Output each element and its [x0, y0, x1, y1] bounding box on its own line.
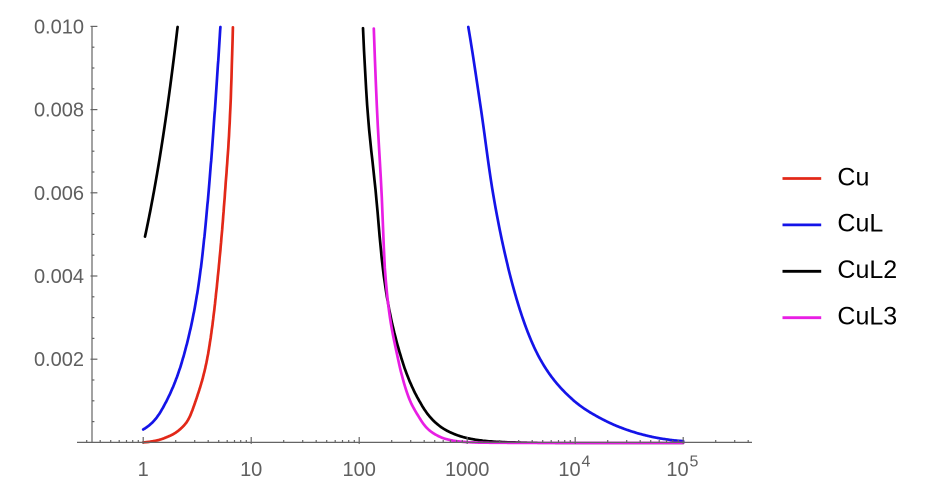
svg-text:0.002: 0.002	[34, 349, 84, 371]
svg-text:CuL: CuL	[837, 210, 883, 238]
svg-text:10: 10	[558, 459, 580, 481]
svg-text:0.008: 0.008	[34, 100, 84, 122]
svg-text:0.006: 0.006	[34, 183, 84, 205]
svg-text:1: 1	[138, 459, 149, 481]
svg-text:CuL3: CuL3	[837, 303, 897, 331]
svg-text:0.010: 0.010	[34, 16, 84, 38]
svg-text:1000: 1000	[445, 459, 490, 481]
svg-text:CuL2: CuL2	[837, 256, 897, 284]
svg-text:100: 100	[343, 459, 376, 481]
svg-text:10: 10	[240, 459, 262, 481]
svg-text:5: 5	[690, 454, 699, 471]
svg-text:Cu: Cu	[837, 163, 869, 191]
svg-text:10: 10	[666, 459, 688, 481]
svg-text:0.004: 0.004	[34, 266, 84, 288]
svg-text:4: 4	[582, 454, 591, 471]
